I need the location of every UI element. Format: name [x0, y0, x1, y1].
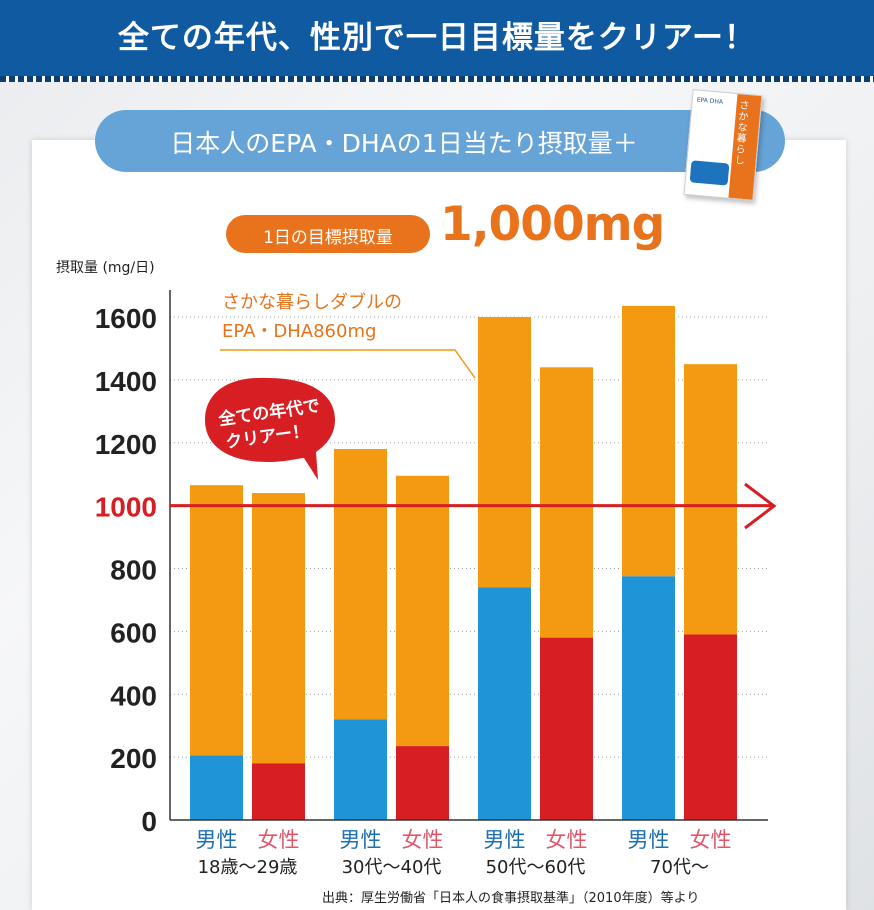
- supplement-bar-segment: [540, 367, 593, 638]
- target-value: 1,000mg: [440, 197, 665, 252]
- female-intake-bar: [684, 634, 737, 820]
- sex-label: 女性: [402, 828, 444, 852]
- sex-label: 男性: [628, 828, 670, 852]
- supplement-note-line1: さかな暮らしダブルの: [222, 292, 402, 313]
- target-label: 1日の目標摂取量: [263, 228, 393, 248]
- male-intake-bar: [622, 576, 675, 820]
- supplement-bar-segment: [478, 317, 531, 588]
- y-tick-label: 1400: [95, 366, 157, 397]
- supplement-note-line2: EPA・DHA860mg: [222, 321, 377, 342]
- sex-label: 男性: [196, 828, 238, 852]
- y-tick-label: 1600: [95, 303, 157, 334]
- sex-label: 男性: [484, 828, 526, 852]
- top-banner: [0, 0, 874, 82]
- target-arrow-head: [744, 482, 777, 530]
- male-intake-bar: [478, 587, 531, 820]
- female-intake-bar: [252, 763, 305, 820]
- banner-stripes: [0, 76, 874, 82]
- male-intake-bar: [334, 719, 387, 820]
- age-group-label: 18歳～29歳: [198, 857, 298, 878]
- age-group-label: 30代～40代: [342, 857, 442, 878]
- y-tick-label: 1000: [95, 492, 157, 523]
- age-group-label: 50代～60代: [486, 857, 586, 878]
- y-tick-label: 800: [110, 555, 157, 586]
- note-leader-line: [220, 349, 476, 379]
- female-intake-bar: [540, 637, 593, 820]
- source-citation: 出典：厚生労働省「日本人の食事摂取基準」（2010年度）等より: [322, 891, 700, 906]
- y-tick-label: 1200: [95, 429, 157, 460]
- y-tick-label: 0: [141, 806, 157, 837]
- callout-bubble: [205, 377, 335, 480]
- male-intake-bar: [190, 755, 243, 820]
- female-intake-bar: [396, 746, 449, 820]
- age-group-label: 70代～: [650, 857, 709, 878]
- y-tick-label: 600: [110, 617, 157, 648]
- sex-label: 女性: [546, 828, 588, 852]
- y-tick-label: 400: [110, 680, 157, 711]
- supplement-note: さかな暮らしダブルの EPA・DHA860mg: [222, 288, 402, 346]
- sex-label: 女性: [690, 828, 732, 852]
- y-tick-label: 200: [110, 743, 157, 774]
- subtitle-pill: [95, 110, 785, 172]
- supplement-bar-segment: [684, 364, 737, 635]
- target-pill: [226, 215, 430, 253]
- y-axis-label: 摂取量 (mg/日): [56, 260, 155, 276]
- subtitle-text: 日本人のEPA・DHAの1日当たり摂取量＋: [170, 129, 638, 158]
- supplement-bar-segment: [396, 475, 449, 747]
- sex-label: 女性: [258, 828, 300, 852]
- sex-label: 男性: [340, 828, 382, 852]
- supplement-bar-segment: [622, 305, 675, 577]
- supplement-bar-segment: [252, 493, 305, 764]
- supplement-bar-segment: [190, 485, 243, 756]
- banner-title: 全ての年代、性別で一日目標量をクリアー！: [117, 20, 757, 56]
- supplement-bar-segment: [334, 449, 387, 720]
